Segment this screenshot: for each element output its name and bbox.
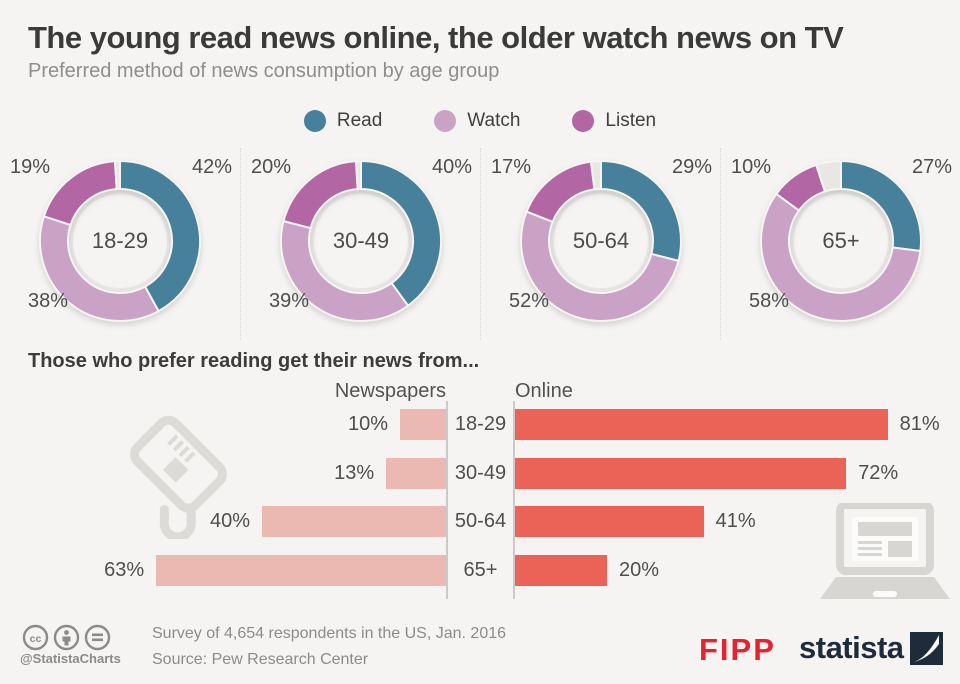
listen-value-label: 20% [251, 156, 292, 178]
listen-value-label: 10% [731, 156, 772, 178]
donut-chart [520, 159, 682, 322]
newspapers-bar [262, 506, 446, 538]
statista-wordmark: statista [799, 630, 904, 665]
cc-by-icon [53, 624, 80, 651]
svg-text:cc: cc [30, 633, 42, 645]
newspapers-value-label: 13% [334, 461, 375, 484]
legend: Read Watch Listen [0, 110, 960, 132]
age-group-label: 18-29 [91, 228, 149, 253]
donut-panel-30-49: 20% 40% 39% 30-49 [240, 148, 480, 340]
cc-license-icons: cc [22, 624, 111, 651]
page-subtitle: Preferred method of news consumption by … [28, 60, 500, 82]
legend-label: Read [336, 110, 383, 131]
age-group-label: 65+ [822, 228, 860, 253]
laptop-icon [820, 503, 950, 599]
newspaper-icon [130, 415, 227, 539]
newspapers-column-header: Newspapers [334, 380, 446, 402]
newspapers-bar [386, 457, 446, 489]
donut-chart [760, 160, 922, 322]
statista-charts-handle: @StatistaCharts [20, 651, 121, 666]
source-note: Source: Pew Research Center [152, 651, 369, 668]
cc-icon: cc [22, 624, 49, 651]
bar-age-label: 65+ [463, 558, 498, 581]
statista-square-icon [909, 631, 943, 665]
bar-age-label: 30-49 [454, 461, 507, 484]
read-value-label: 40% [431, 156, 472, 178]
legend-item-listen: Listen [572, 110, 656, 132]
legend-label: Watch [467, 110, 521, 131]
newspapers-axis-line [446, 401, 448, 599]
page-title: The young read news online, the older wa… [28, 20, 844, 55]
read-value-label: 29% [671, 156, 712, 178]
newspapers-value-label: 10% [347, 413, 388, 435]
bar-age-label: 18-29 [454, 413, 507, 435]
listen-legend-dot-icon [572, 110, 595, 132]
watch-value-label: 52% [509, 290, 550, 312]
online-bar [515, 506, 704, 538]
online-bar [515, 554, 607, 586]
age-group-label: 30-49 [332, 228, 390, 253]
online-value-label: 41% [715, 510, 756, 533]
online-bar [515, 457, 847, 489]
donut-chart [39, 160, 201, 322]
online-value-label: 81% [899, 413, 940, 435]
statista-logo: statista [799, 630, 943, 666]
cc-nd-icon [84, 624, 111, 651]
legend-item-watch: Watch [434, 110, 520, 132]
read-value-label: 27% [911, 156, 952, 178]
listen-value-label: 19% [10, 156, 51, 178]
online-column-header: Online [515, 380, 573, 402]
fipp-logo: FIPP [699, 632, 776, 667]
newspapers-value-label: 63% [104, 558, 145, 581]
read-value-label: 42% [191, 156, 232, 178]
donut-chart-row: 19% 42% 38% 18-29 20% 40% 39% 30-49 17% 29% 52% 50-… [0, 148, 960, 340]
listen-value-label: 17% [491, 156, 532, 178]
legend-label: Listen [605, 110, 657, 131]
watch-value-label: 38% [28, 290, 69, 312]
legend-item-read: Read [303, 110, 383, 132]
donut-panel-65+: 10% 27% 58% 65+ [720, 148, 960, 340]
donut-panel-18-29: 19% 42% 38% 18-29 [0, 148, 240, 340]
online-value-label: 20% [619, 558, 660, 581]
online-bar [515, 409, 888, 440]
age-group-label: 50-64 [572, 228, 630, 253]
bar-age-label: 50-64 [454, 510, 507, 533]
read-legend-dot-icon [303, 110, 326, 132]
online-value-label: 72% [858, 461, 899, 484]
watch-value-label: 58% [749, 290, 790, 312]
donut-panel-50-64: 17% 29% 52% 50-64 [480, 148, 720, 340]
bar-section-title: Those who prefer reading get their news … [28, 350, 480, 372]
survey-note: Survey of 4,654 respondents in the US, J… [152, 625, 507, 642]
donut-chart [280, 160, 442, 322]
watch-legend-dot-icon [434, 110, 457, 132]
newspapers-bar [156, 554, 446, 586]
newspapers-bar [400, 409, 446, 440]
online-axis-line [513, 401, 515, 599]
watch-value-label: 39% [269, 290, 310, 312]
